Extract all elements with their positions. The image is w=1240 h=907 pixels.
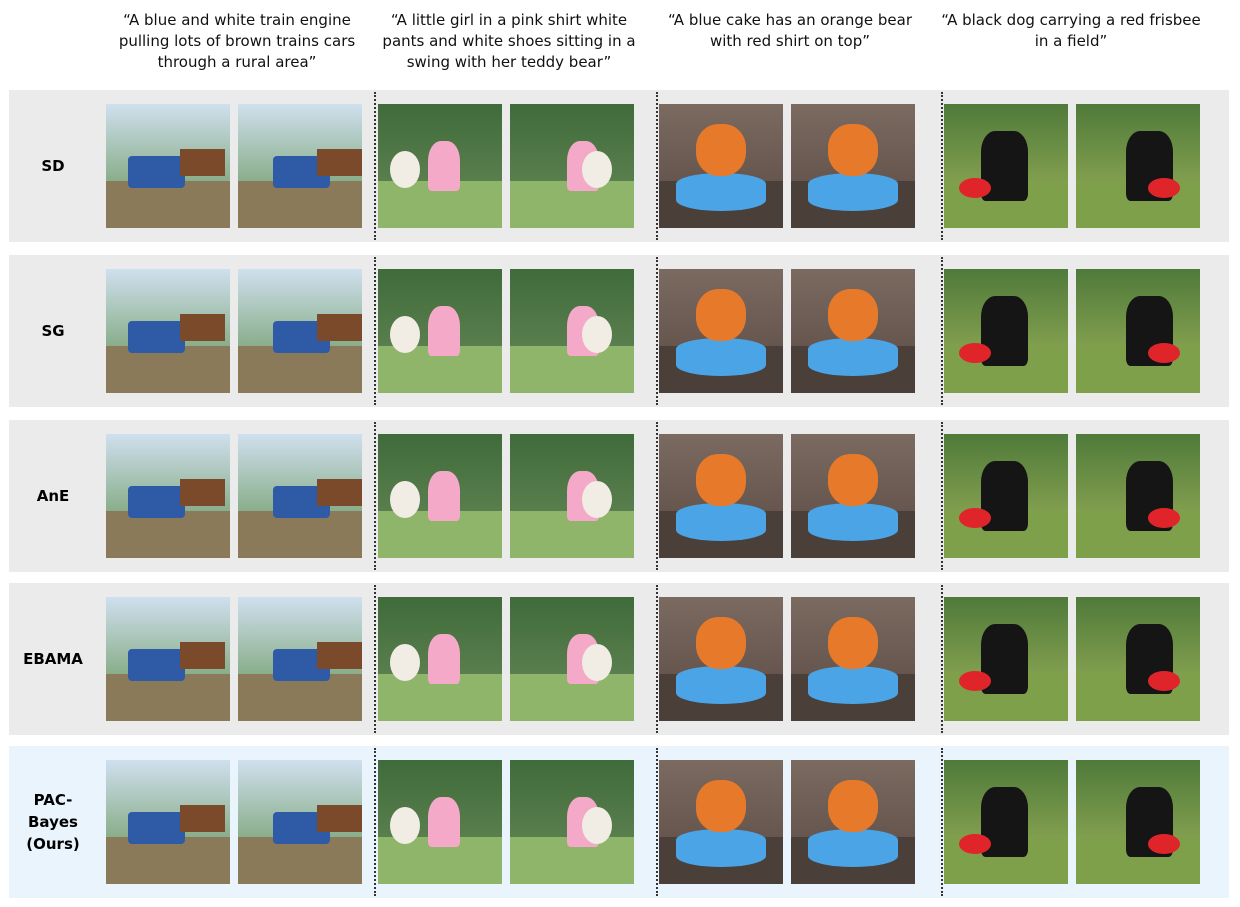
method-row: AnE [9, 420, 1229, 572]
generated-image [944, 104, 1068, 228]
generated-image [378, 597, 502, 721]
group-divider [374, 422, 376, 570]
generated-image [659, 760, 783, 884]
generated-image [944, 760, 1068, 884]
group-divider [374, 92, 376, 240]
method-label: AnE [36, 487, 70, 505]
group-divider [656, 92, 658, 240]
group-divider [656, 422, 658, 570]
generated-image [659, 434, 783, 558]
generated-image [944, 434, 1068, 558]
generated-image [378, 434, 502, 558]
generated-image [106, 597, 230, 721]
group-divider [941, 422, 943, 570]
generated-image [944, 597, 1068, 721]
method-label: SD [41, 157, 65, 175]
method-row: EBAMA [9, 583, 1229, 735]
generated-image [238, 597, 362, 721]
generated-image [510, 760, 634, 884]
generated-image [659, 597, 783, 721]
generated-image [238, 269, 362, 393]
prompt-girl: “A little girl in a pink shirt white pan… [382, 11, 636, 71]
group-divider [941, 257, 943, 405]
generated-image [238, 104, 362, 228]
prompt-dog: “A black dog carrying a red frisbee in a… [941, 11, 1201, 50]
method-row: PAC- Bayes (Ours) [9, 746, 1229, 898]
generated-image [510, 597, 634, 721]
group-divider [941, 748, 943, 896]
generated-image [378, 269, 502, 393]
group-divider [656, 257, 658, 405]
generated-image [659, 269, 783, 393]
generated-image [1076, 269, 1200, 393]
method-row: SG [9, 255, 1229, 407]
method-label: EBAMA [23, 650, 83, 668]
generated-image [510, 434, 634, 558]
generated-image [791, 269, 915, 393]
generated-image [106, 434, 230, 558]
generated-image [378, 760, 502, 884]
generated-image [378, 104, 502, 228]
group-divider [941, 585, 943, 733]
generated-image [944, 269, 1068, 393]
generated-image [1076, 597, 1200, 721]
generated-image [510, 104, 634, 228]
generated-image [791, 760, 915, 884]
prompt-train: “A blue and white train engine pulling l… [118, 11, 356, 71]
generated-image [106, 269, 230, 393]
group-divider [374, 585, 376, 733]
group-divider [374, 748, 376, 896]
generated-image [510, 269, 634, 393]
method-label: SG [41, 322, 65, 340]
prompt-cake: “A blue cake has an orange bear with red… [667, 11, 913, 50]
generated-image [106, 760, 230, 884]
generated-image [238, 760, 362, 884]
generated-image [1076, 434, 1200, 558]
group-divider [941, 92, 943, 240]
method-label: PAC- Bayes (Ours) [26, 791, 80, 853]
group-divider [656, 585, 658, 733]
generated-image [1076, 104, 1200, 228]
group-divider [374, 257, 376, 405]
generated-image [106, 104, 230, 228]
method-row: SD [9, 90, 1229, 242]
generated-image [791, 434, 915, 558]
group-divider [656, 748, 658, 896]
generated-image [1076, 760, 1200, 884]
generated-image [791, 597, 915, 721]
generated-image [659, 104, 783, 228]
generated-image [791, 104, 915, 228]
generated-image [238, 434, 362, 558]
